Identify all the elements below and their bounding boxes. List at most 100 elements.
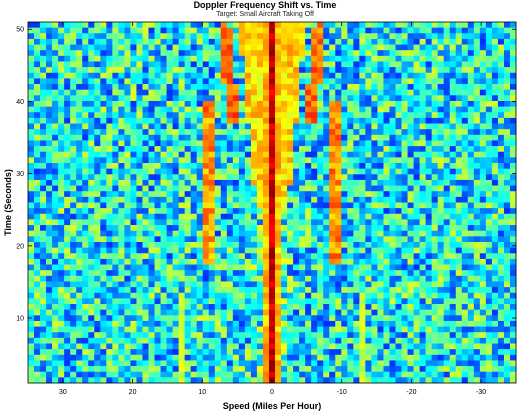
heatmap-cell — [293, 281, 300, 288]
heatmap-cell — [443, 84, 451, 91]
heatmap-cell — [100, 202, 107, 209]
heatmap-cell — [250, 163, 258, 170]
heatmap-cell — [347, 95, 354, 102]
heatmap-cell — [299, 337, 306, 344]
heatmap-cell — [226, 134, 234, 141]
heatmap-cell — [491, 315, 499, 322]
heatmap-cell — [232, 298, 240, 305]
heatmap-cell — [100, 213, 107, 220]
heatmap-cell — [142, 320, 149, 327]
heatmap-cell — [238, 44, 246, 51]
heatmap-cell — [419, 163, 426, 170]
heatmap-cell — [70, 44, 77, 51]
heatmap-cell — [491, 264, 499, 271]
heatmap-cell — [395, 332, 402, 339]
heatmap-cell — [383, 38, 390, 45]
heatmap-cell — [299, 196, 306, 203]
heatmap-cell — [172, 38, 179, 45]
heatmap-cell — [371, 292, 378, 299]
heatmap-cell — [184, 44, 192, 51]
heatmap-cell — [419, 337, 426, 344]
heatmap-cell — [407, 241, 414, 248]
heatmap-cell — [461, 270, 469, 277]
heatmap-cell — [359, 219, 366, 226]
heatmap-cell — [413, 281, 420, 288]
heatmap-cell — [407, 50, 414, 57]
heatmap-cell — [232, 117, 240, 124]
heatmap-cell — [485, 247, 493, 254]
heatmap-cell — [323, 354, 330, 361]
heatmap-cell — [100, 360, 107, 367]
heatmap-cell — [262, 247, 270, 254]
heatmap-cell — [335, 320, 342, 327]
heatmap-cell — [184, 140, 192, 147]
heatmap-cell — [46, 61, 53, 68]
heatmap-cell — [449, 208, 457, 215]
heatmap-cell — [238, 168, 246, 175]
heatmap-cell — [383, 247, 390, 254]
heatmap-cell — [395, 55, 402, 62]
heatmap-cell — [353, 332, 360, 339]
heatmap-cell — [124, 258, 131, 265]
heatmap-cell — [275, 134, 282, 141]
heatmap-cell — [160, 236, 167, 243]
heatmap-cell — [208, 72, 216, 79]
heatmap-cell — [40, 196, 47, 203]
heatmap-cell — [208, 247, 216, 254]
heatmap-cell — [268, 100, 276, 107]
heatmap-cell — [311, 151, 318, 158]
heatmap-cell — [467, 163, 475, 170]
heatmap-cell — [491, 179, 499, 186]
heatmap-cell — [389, 230, 396, 237]
heatmap-cell — [172, 258, 179, 265]
heatmap-cell — [88, 117, 95, 124]
heatmap-cell — [425, 225, 432, 232]
heatmap-cell — [100, 349, 107, 356]
heatmap-cell — [461, 241, 469, 248]
heatmap-cell — [335, 264, 342, 271]
heatmap-cell — [190, 343, 198, 350]
heatmap-cell — [130, 95, 137, 102]
heatmap-cell — [431, 354, 439, 361]
heatmap-cell — [208, 360, 216, 367]
heatmap-cell — [323, 320, 330, 327]
heatmap-cell — [226, 84, 234, 91]
heatmap-cell — [82, 112, 89, 119]
heatmap-cell — [166, 343, 173, 350]
heatmap-cell — [287, 366, 294, 373]
heatmap-cell — [443, 44, 451, 51]
heatmap-cell — [268, 61, 276, 68]
heatmap-cell — [244, 106, 252, 113]
heatmap-cell — [431, 315, 439, 322]
heatmap-cell — [88, 157, 95, 164]
heatmap-cell — [449, 258, 457, 265]
heatmap-cell — [76, 163, 83, 170]
heatmap-cell — [437, 185, 445, 192]
heatmap-cell — [407, 163, 414, 170]
heatmap-cell — [250, 247, 258, 254]
heatmap-cell — [323, 179, 330, 186]
heatmap-cell — [335, 360, 342, 367]
heatmap-cell — [58, 202, 65, 209]
heatmap-cell — [226, 332, 234, 339]
heatmap-cell — [220, 236, 228, 243]
heatmap-cell — [389, 354, 396, 361]
heatmap-cell — [190, 304, 198, 311]
heatmap-cell — [208, 219, 216, 226]
heatmap-cell — [413, 320, 420, 327]
heatmap-cell — [244, 264, 252, 271]
heatmap-cell — [431, 208, 439, 215]
heatmap-cell — [76, 349, 83, 356]
heatmap-cell — [118, 163, 125, 170]
heatmap-cell — [238, 320, 246, 327]
heatmap-cell — [184, 264, 192, 271]
heatmap-cell — [82, 123, 89, 130]
heatmap-cell — [467, 27, 475, 34]
heatmap-cell — [287, 298, 294, 305]
heatmap-cell — [250, 275, 258, 282]
heatmap-cell — [479, 33, 487, 40]
heatmap-cell — [58, 213, 65, 220]
heatmap-cell — [172, 112, 179, 119]
heatmap-cell — [299, 366, 306, 373]
heatmap-cell — [136, 236, 143, 243]
